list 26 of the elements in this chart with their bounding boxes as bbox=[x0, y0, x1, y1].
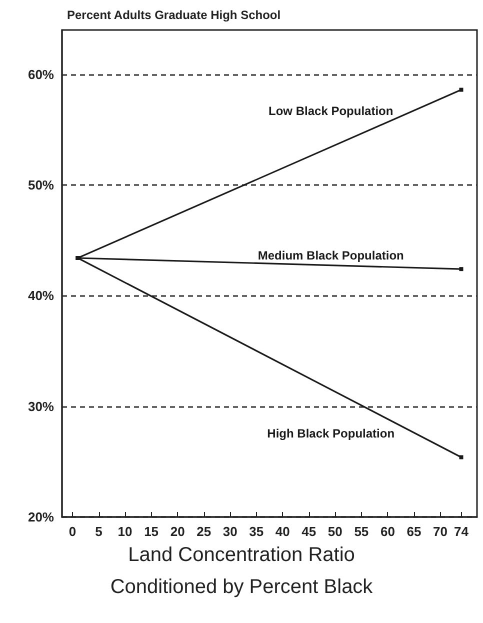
x-tick-label: 60 bbox=[380, 524, 395, 539]
x-tick-label: 0 bbox=[68, 524, 76, 539]
x-tick-label: 35 bbox=[249, 524, 264, 539]
x-tick-label: 55 bbox=[354, 524, 369, 539]
x-tick-label: 70 bbox=[432, 524, 448, 539]
y-tick-label: 40% bbox=[28, 288, 54, 304]
x-axis-title: Land Concentration Ratio Conditioned by Percent Black bbox=[110, 544, 374, 598]
x-tick-label: 40 bbox=[275, 524, 290, 539]
x-tick-label: 15 bbox=[144, 524, 159, 539]
x-tick-label: 10 bbox=[118, 524, 132, 539]
x-tick-label: 25 bbox=[196, 524, 212, 539]
x-tick-label: 74 bbox=[454, 524, 470, 539]
chart-title: Percent Adults Graduate High School bbox=[67, 8, 281, 22]
x-tick-label: 20 bbox=[170, 524, 185, 539]
y-tick-label: 50% bbox=[28, 177, 54, 192]
x-tick-label: 65 bbox=[406, 524, 422, 539]
series-label: Medium Black Population bbox=[258, 248, 404, 262]
x-tick-label: 45 bbox=[302, 524, 316, 539]
series-label: Low Black Population bbox=[268, 104, 394, 118]
x-tick-label: 5 bbox=[95, 524, 102, 539]
y-tick-label: 20% bbox=[28, 510, 54, 524]
x-tick-label: 30 bbox=[222, 524, 238, 539]
y-tick-label: 60% bbox=[28, 66, 54, 82]
y-tick-label: 30% bbox=[28, 398, 54, 414]
x-tick-label: 50 bbox=[328, 524, 342, 539]
series-label: High Black Population bbox=[267, 426, 395, 440]
